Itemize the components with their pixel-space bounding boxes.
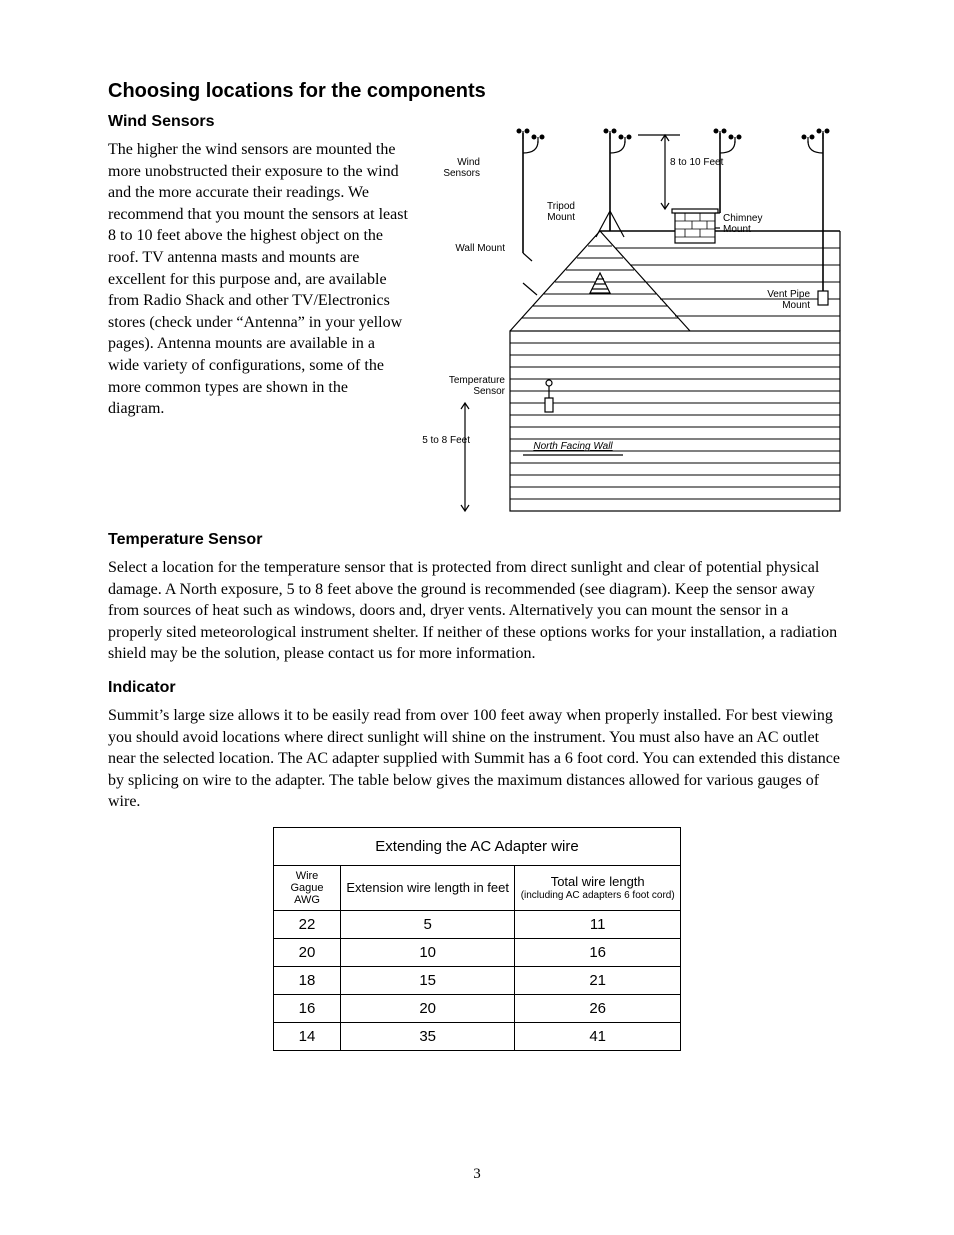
label-5-8-feet: 5 to 8 Feet bbox=[410, 435, 470, 446]
col-header-total: Total wire length (including AC adapters… bbox=[515, 865, 681, 910]
label-chimney-mount: Chimney Mount bbox=[723, 213, 773, 235]
body-temperature-sensor: Select a location for the temperature se… bbox=[108, 557, 846, 665]
label-tripod-mount: Tripod Mount bbox=[525, 201, 575, 223]
col-header-extension: Extension wire length in feet bbox=[341, 865, 515, 910]
page-title: Choosing locations for the components bbox=[108, 80, 846, 103]
label-temperature-sensor: Temperature Sensor bbox=[425, 375, 505, 397]
table-row: 201016 bbox=[274, 939, 681, 967]
table-row: 181521 bbox=[274, 967, 681, 995]
table-title: Extending the AC Adapter wire bbox=[274, 827, 681, 865]
body-indicator: Summit’s large size allows it to be easi… bbox=[108, 705, 846, 813]
label-north-facing-wall: North Facing Wall bbox=[523, 441, 623, 452]
page-number: 3 bbox=[0, 1166, 954, 1183]
diagram-svg bbox=[420, 113, 850, 523]
table-row: 162026 bbox=[274, 995, 681, 1023]
table-row: 22511 bbox=[274, 911, 681, 939]
heading-temperature-sensor: Temperature Sensor bbox=[108, 531, 846, 549]
table-row: 143541 bbox=[274, 1023, 681, 1051]
col-header-gauge: Wire Gague AWG bbox=[274, 865, 341, 910]
wire-extension-table: Extending the AC Adapter wire Wire Gague… bbox=[273, 827, 681, 1051]
body-wind-sensors: The higher the wind sensors are mounted … bbox=[108, 139, 408, 420]
label-8-10-feet: 8 to 10 Feet bbox=[670, 157, 723, 168]
heading-indicator: Indicator bbox=[108, 679, 846, 697]
label-vent-pipe-mount: Vent Pipe Mount bbox=[755, 289, 810, 311]
heading-wind-sensors: Wind Sensors bbox=[108, 113, 408, 131]
label-wall-mount: Wall Mount bbox=[455, 243, 505, 254]
house-mounting-diagram: Wind Sensors 8 to 10 Feet Tripod Mount C… bbox=[420, 113, 850, 523]
label-wind-sensors: Wind Sensors bbox=[425, 157, 480, 179]
